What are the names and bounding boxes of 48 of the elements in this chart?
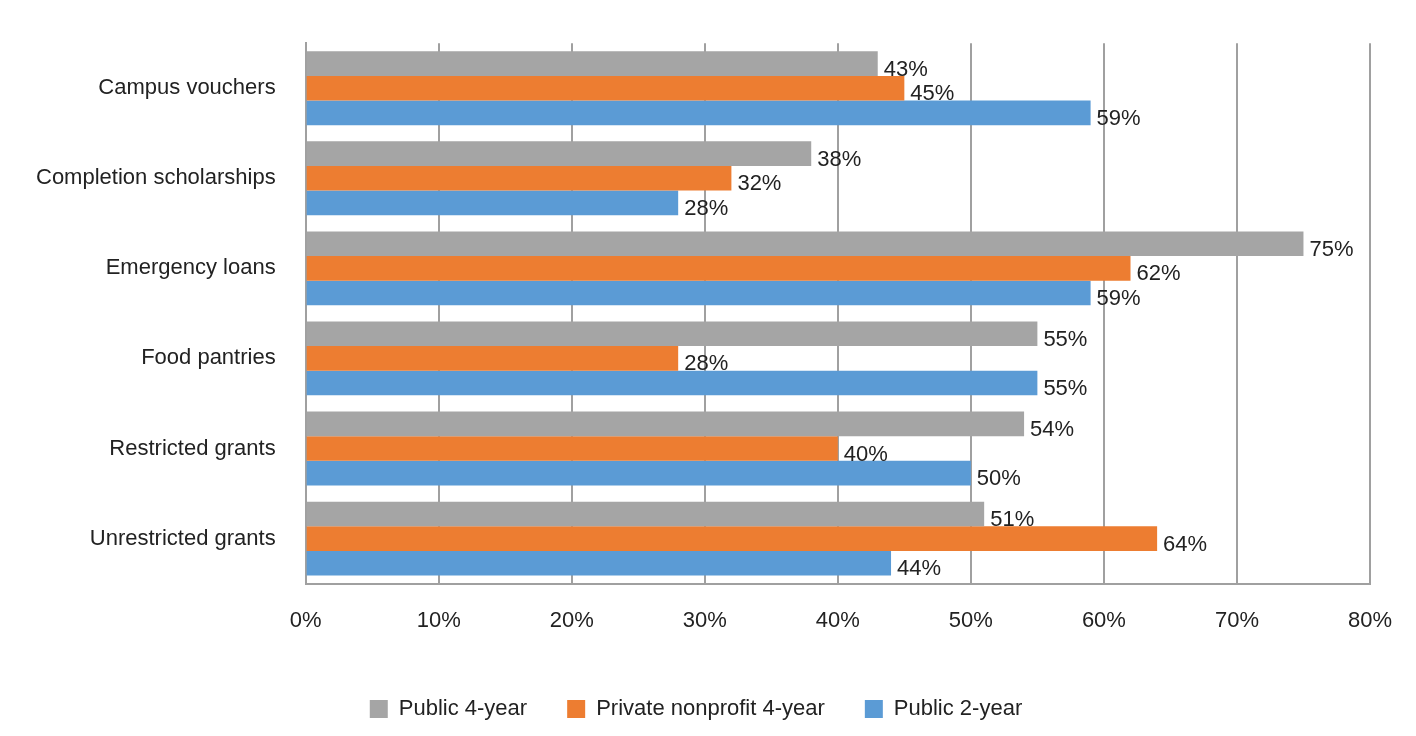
data-label: 62% [1136, 260, 1181, 286]
x-tick-label: 0% [289, 606, 322, 632]
data-label: 64% [1163, 530, 1208, 556]
y-tick-label: Restricted grants [109, 434, 276, 460]
bar [306, 280, 1091, 306]
data-label: 32% [737, 170, 782, 196]
y-tick-label: Completion scholarships [36, 164, 276, 190]
x-tick-label: 70% [1214, 606, 1259, 632]
x-tick-label: 50% [948, 606, 993, 632]
bar [306, 75, 905, 101]
data-label: 59% [1096, 285, 1141, 311]
data-label: 28% [684, 194, 729, 220]
data-label: 45% [910, 80, 955, 106]
data-label: 43% [883, 55, 928, 81]
bar [306, 256, 1131, 281]
x-tick-label: 20% [549, 606, 594, 632]
data-label: 28% [684, 350, 729, 376]
bar [306, 165, 732, 191]
x-tick-label: 10% [416, 606, 461, 632]
data-label: 55% [1043, 375, 1088, 401]
legend-label: Private nonprofit 4-year [596, 695, 825, 721]
y-tick-label: Campus vouchers [98, 74, 276, 100]
bar [306, 346, 679, 371]
data-label: 51% [990, 506, 1035, 532]
bar [306, 100, 1091, 126]
data-label: 59% [1096, 104, 1141, 130]
legend-label: Public 2-year [893, 695, 1023, 721]
x-tick-label: 40% [815, 606, 860, 632]
data-label: 38% [817, 145, 862, 171]
y-tick-label: Food pantries [141, 344, 276, 370]
bar [306, 190, 679, 216]
x-tick-label: 60% [1081, 606, 1126, 632]
data-label: 75% [1309, 235, 1354, 261]
bar [306, 436, 838, 461]
legend-label: Public 4-year [398, 695, 528, 721]
data-label: 50% [976, 465, 1021, 491]
y-tick-label: Emergency loans [105, 254, 276, 280]
bar [306, 550, 892, 576]
y-tick-label: Unrestricted grants [89, 524, 276, 550]
data-label: 40% [843, 440, 888, 466]
data-label: 54% [1030, 415, 1075, 441]
x-tick-label: 30% [682, 606, 727, 632]
x-tick-label: 80% [1347, 606, 1393, 632]
data-label: 55% [1043, 325, 1088, 351]
bar [306, 526, 1158, 551]
bar [306, 370, 1038, 396]
data-label: 44% [897, 555, 942, 581]
bar [306, 460, 971, 486]
